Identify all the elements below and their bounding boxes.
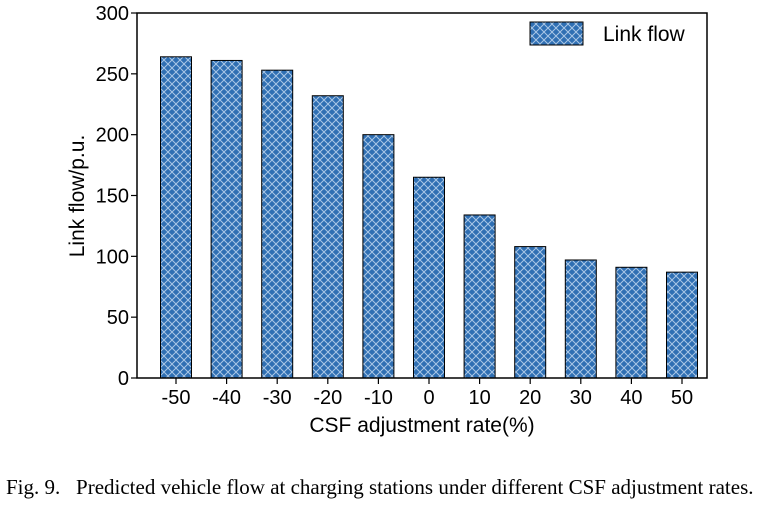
caption-label: Fig. 9. (6, 475, 61, 499)
x-tick-label: 50 (671, 387, 693, 409)
x-axis-ticks: -50 -40 -30 -20 -10 0 10 20 30 40 50 (162, 378, 693, 409)
y-axis-label: Link flow/p.u. (66, 135, 89, 258)
bars-group (160, 56, 698, 379)
legend-label: Link flow (603, 23, 686, 46)
x-tick-label: 10 (468, 387, 490, 409)
bar-20 (514, 246, 547, 379)
y-tick-label: 100 (96, 246, 129, 268)
x-tick-label: 0 (423, 387, 434, 409)
bar--30 (261, 69, 294, 379)
x-tick-label: 40 (620, 387, 642, 409)
x-tick-label: 30 (570, 387, 592, 409)
bar-0 (413, 176, 445, 379)
x-tick-label: -30 (263, 387, 292, 409)
y-tick-label: 150 (96, 186, 129, 208)
y-tick-label: 200 (96, 125, 129, 147)
y-tick-label: 50 (107, 307, 129, 329)
y-axis-ticks: 0 50 100 150 200 250 300 (96, 3, 137, 390)
bar-50 (666, 271, 698, 379)
bar-30 (564, 259, 597, 379)
caption-text: Predicted vehicle flow at charging stati… (76, 475, 754, 499)
y-tick-label: 250 (96, 64, 129, 86)
bar--50 (160, 56, 192, 379)
bar--10 (362, 134, 395, 379)
legend-swatch (529, 21, 584, 46)
bar--40 (210, 59, 243, 379)
bar-40 (615, 266, 648, 379)
x-tick-label: -20 (313, 387, 342, 409)
figure-caption: Fig. 9. Predicted vehicle flow at chargi… (6, 474, 764, 501)
x-tick-label: 20 (519, 387, 541, 409)
x-tick-label: -10 (364, 387, 393, 409)
x-tick-label: -50 (162, 387, 191, 409)
x-axis-label: CSF adjustment rate(%) (309, 414, 534, 437)
bar-10 (463, 214, 496, 379)
legend: Link flow (529, 21, 686, 46)
y-tick-label: 0 (118, 368, 129, 390)
y-tick-label: 300 (96, 3, 129, 25)
bar-chart: 0 50 100 150 200 250 300 -50 -40 -30 -20 -10 0 10 20 3… (66, 3, 708, 437)
bar--20 (311, 95, 344, 379)
x-tick-label: -40 (212, 387, 241, 409)
